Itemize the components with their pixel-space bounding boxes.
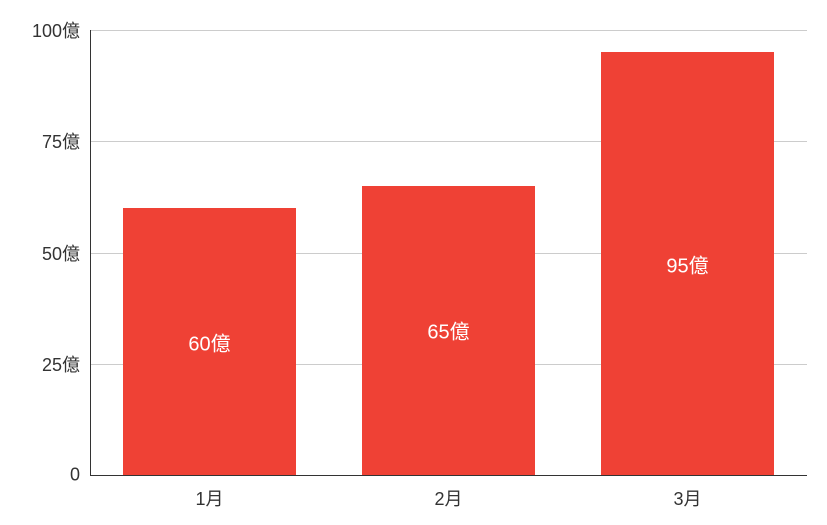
bar: 60億: [123, 208, 295, 475]
plot-area: 025億50億75億100億60億1月65億2月95億3月: [90, 30, 807, 475]
bar: 95億: [601, 52, 773, 475]
bar-chart: 0 25億 50億 75億 100億 60億 1月 65億 2月 95億 3月: [0, 0, 827, 525]
x-axis-tick-label: 3月: [673, 475, 701, 511]
bar-value-label: 65億: [427, 316, 469, 345]
gridline: [90, 30, 807, 31]
x-axis-tick-label: 1月: [195, 475, 223, 511]
y-axis-tick-label: 100億: [32, 17, 90, 43]
y-axis-tick-label: 25億: [42, 351, 90, 377]
bar: 65億: [362, 186, 534, 475]
y-axis-tick-label: 75億: [42, 128, 90, 154]
bar-value-label: 95億: [666, 249, 708, 278]
y-axis-tick-label: 50億: [42, 240, 90, 266]
y-axis-tick-label: 0: [70, 465, 90, 486]
x-axis-tick-label: 2月: [434, 475, 462, 511]
y-axis-line: [90, 30, 91, 475]
bar-value-label: 60億: [188, 327, 230, 356]
x-axis-line: [90, 475, 807, 476]
